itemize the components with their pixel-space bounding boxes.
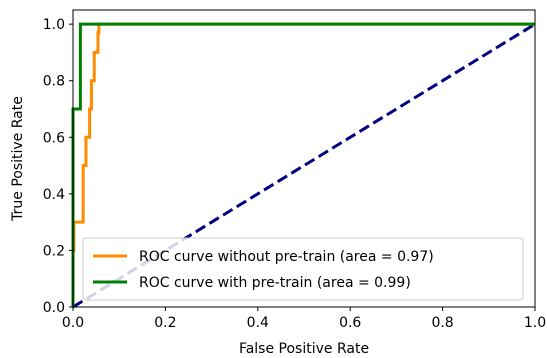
x-tick-label: 0.8 xyxy=(431,315,453,331)
y-tick-label: 0.4 xyxy=(43,187,65,203)
legend-label-without-pretrain: ROC curve without pre-train (area = 0.97… xyxy=(139,249,434,265)
plot-frame xyxy=(72,9,536,308)
y-tick-label: 0.0 xyxy=(43,300,65,316)
x-tick-label: 0.0 xyxy=(62,315,84,331)
y-tick-label: 0.8 xyxy=(43,74,65,90)
x-tick-label: 0.2 xyxy=(154,315,176,331)
y-axis-label: True Positive Rate xyxy=(10,96,26,222)
legend-box xyxy=(82,237,524,301)
y-tick-label: 0.6 xyxy=(43,130,65,146)
x-tick-label: 0.6 xyxy=(339,315,361,331)
x-axis-label: False Positive Rate xyxy=(239,341,369,357)
legend: ROC curve without pre-train (area = 0.97… xyxy=(82,237,524,301)
x-tick-label: 0.4 xyxy=(247,315,269,331)
ticks-layer: 0.0 0.2 0.4 0.6 0.8 1.0 0.0 0.2 0.4 0.6 0.8 1.0 xyxy=(43,17,546,331)
x-tick-label: 1.0 xyxy=(524,315,546,331)
legend-label-with-pretrain: ROC curve with pre-train (area = 0.99) xyxy=(139,275,411,291)
y-tick-label: 0.2 xyxy=(43,243,65,259)
y-tick-label: 1.0 xyxy=(43,17,65,33)
